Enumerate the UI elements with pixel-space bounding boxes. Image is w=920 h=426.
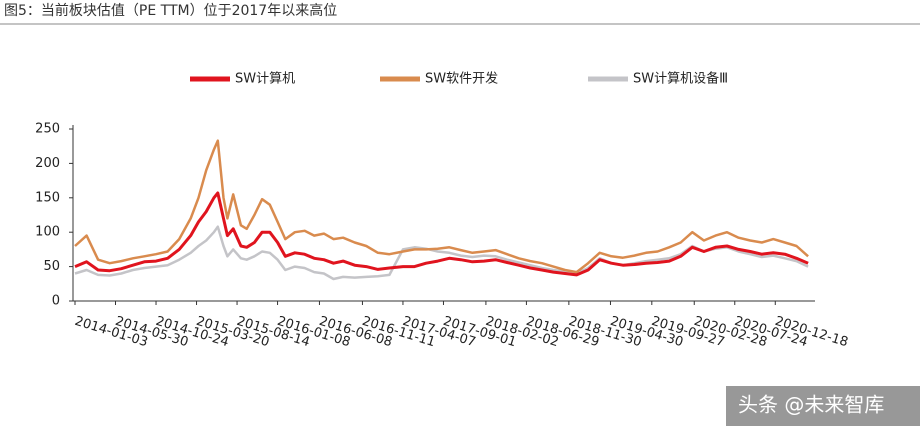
legend-label: SW计算机 xyxy=(235,72,295,87)
legend-label: SW软件开发 xyxy=(425,71,498,87)
y-tick-label: 100 xyxy=(35,225,60,240)
y-tick-label: 0 xyxy=(52,294,60,309)
watermark: 头条 @未来智库 xyxy=(738,393,884,417)
chart-title: 图5：当前板块估值（PE TTM）位于2017年以来高位 xyxy=(4,2,337,19)
y-tick-label: 50 xyxy=(43,259,60,274)
y-tick-label: 250 xyxy=(35,122,60,137)
series-line xyxy=(74,139,809,274)
watermark-bg xyxy=(726,386,920,426)
y-tick-label: 150 xyxy=(35,190,60,205)
series-line xyxy=(74,225,809,281)
legend-label: SW计算机设备Ⅲ xyxy=(633,71,728,87)
y-tick-label: 200 xyxy=(35,156,60,171)
series-line xyxy=(74,191,809,277)
